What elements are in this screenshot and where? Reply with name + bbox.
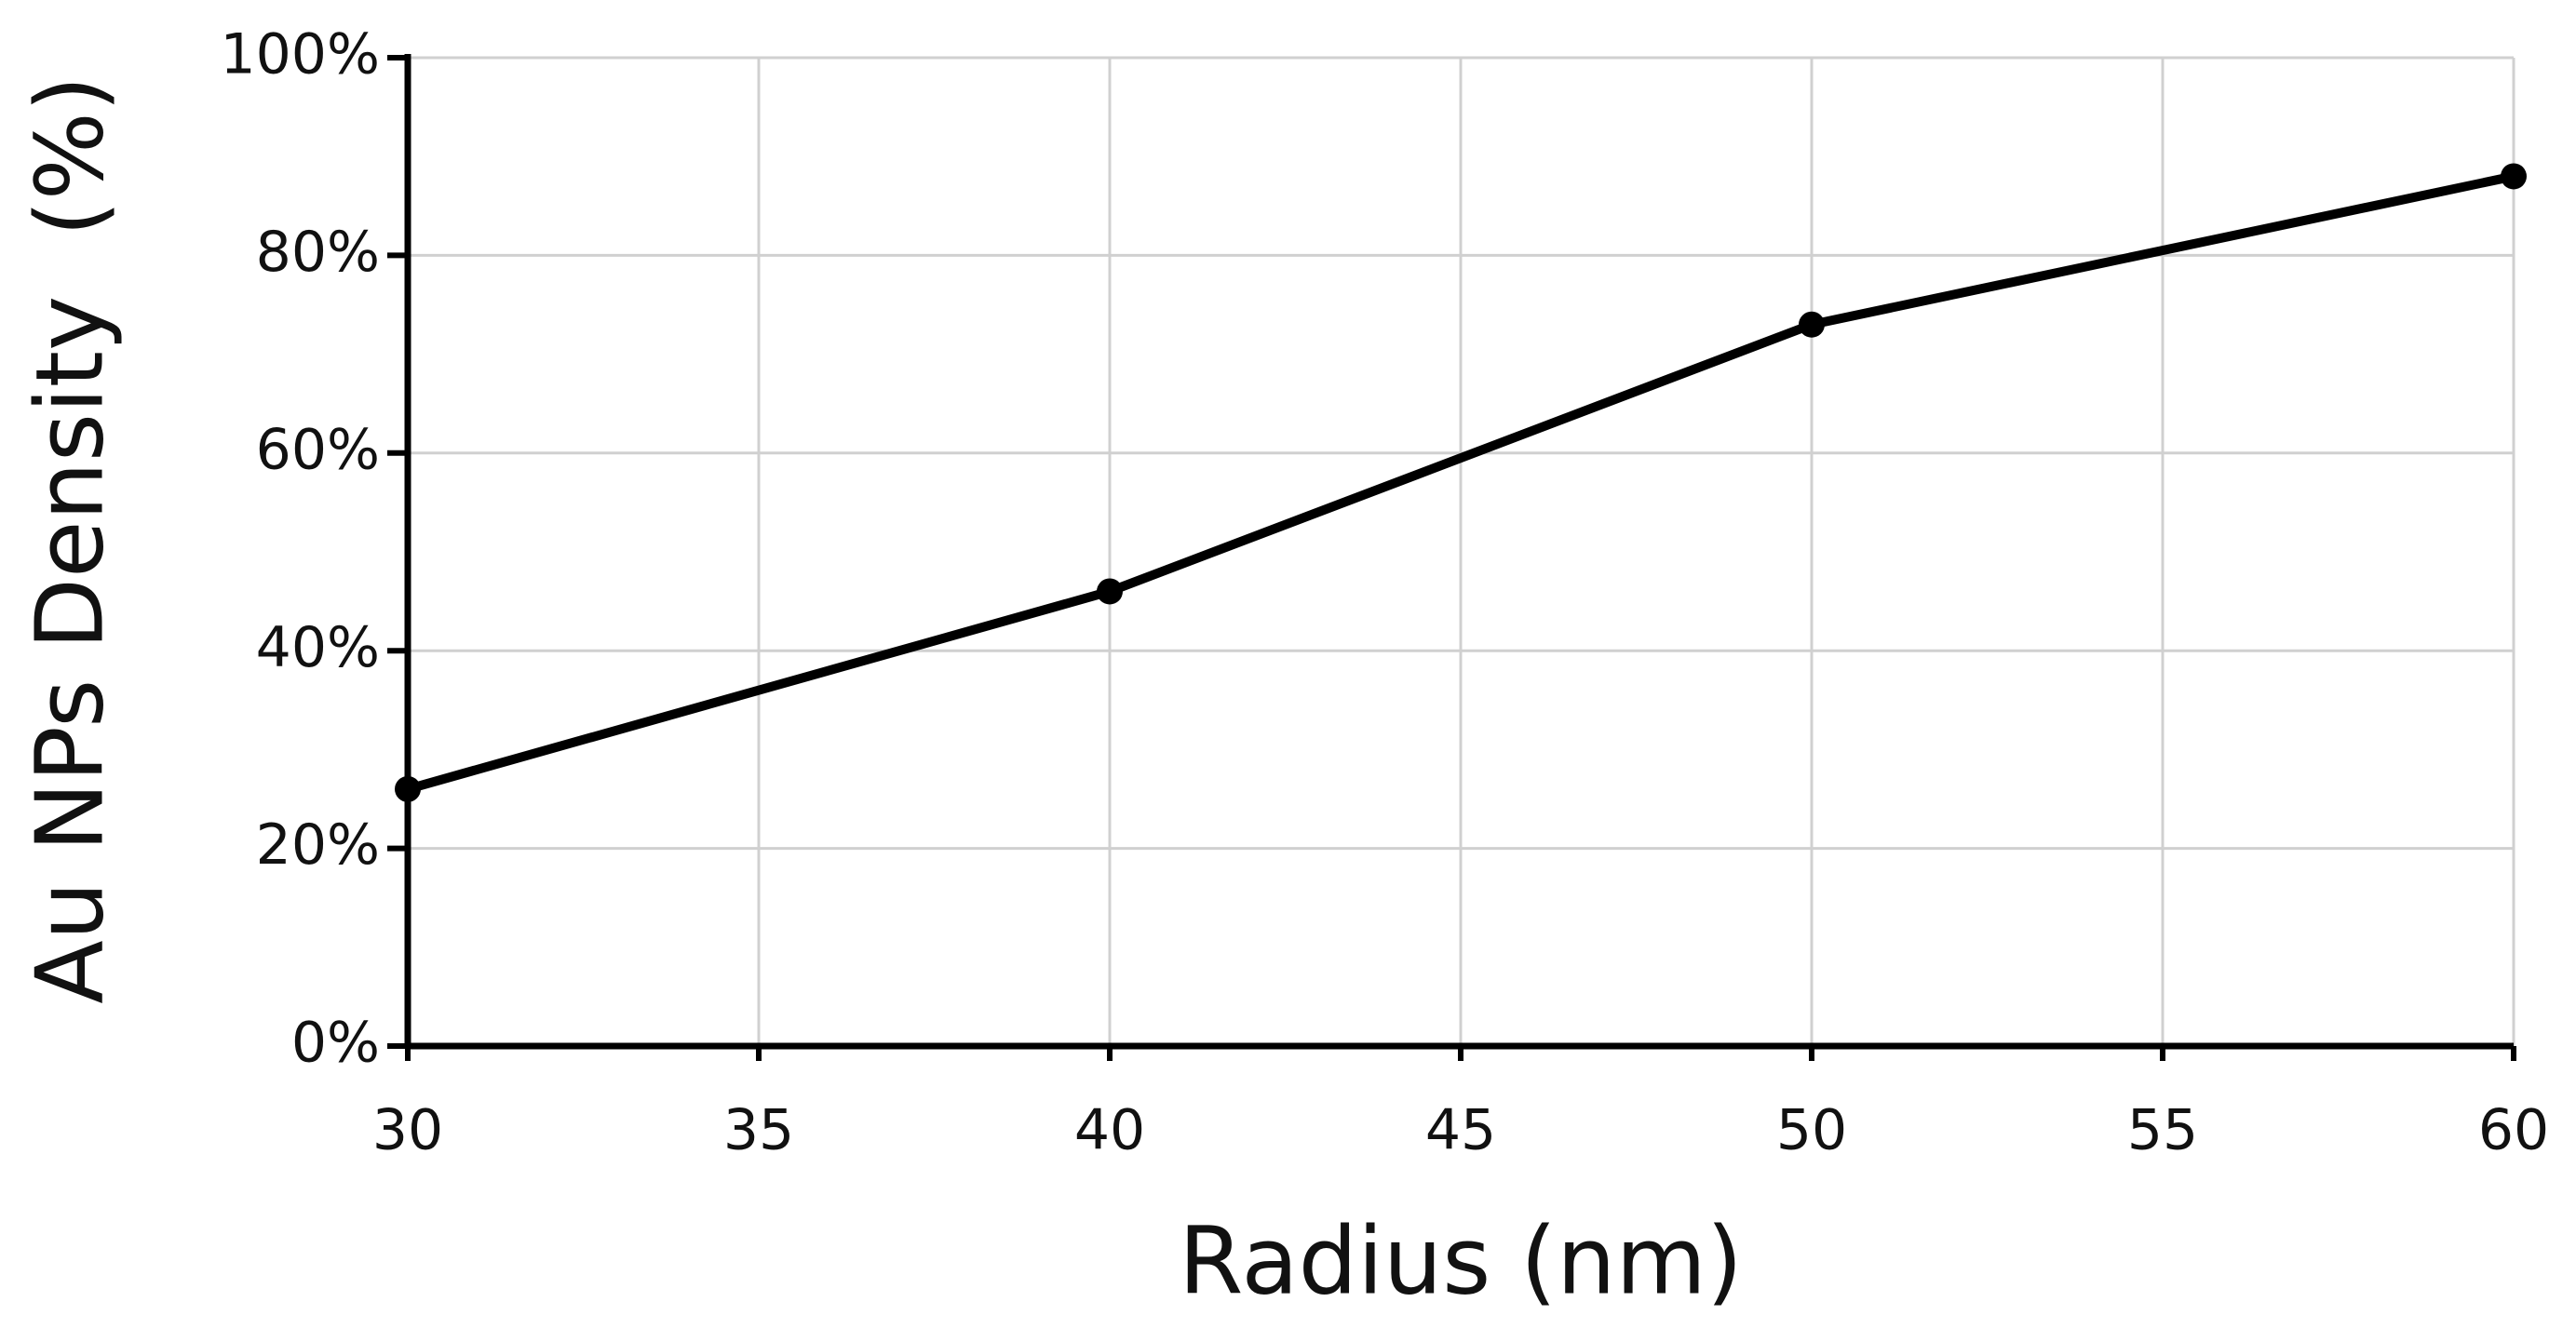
- y-tick-label: 80%: [256, 220, 380, 285]
- x-axis-title: Radius (nm): [1179, 1206, 1743, 1315]
- x-tick-label: 30: [372, 1098, 443, 1163]
- y-tick-label: 60%: [256, 417, 380, 482]
- data-point: [1097, 578, 1123, 605]
- data-point: [2501, 163, 2527, 190]
- y-axis-title: Au NPs Density (%): [15, 75, 124, 1004]
- y-tick-label: 100%: [220, 22, 380, 87]
- y-tick-label: 20%: [256, 812, 380, 878]
- x-tick-label: 45: [1425, 1098, 1496, 1163]
- x-tick-label: 50: [1776, 1098, 1847, 1163]
- x-tick-label: 60: [2478, 1098, 2549, 1163]
- y-tick-label: 0%: [291, 1011, 380, 1076]
- data-line: [406, 171, 2515, 794]
- x-tick-label: 55: [2127, 1098, 2198, 1163]
- x-tick-label: 40: [1074, 1098, 1145, 1163]
- data-point: [395, 775, 421, 802]
- y-tick-label: 40%: [256, 615, 380, 680]
- data-point: [1799, 311, 1825, 338]
- x-tick-label: 35: [723, 1098, 794, 1163]
